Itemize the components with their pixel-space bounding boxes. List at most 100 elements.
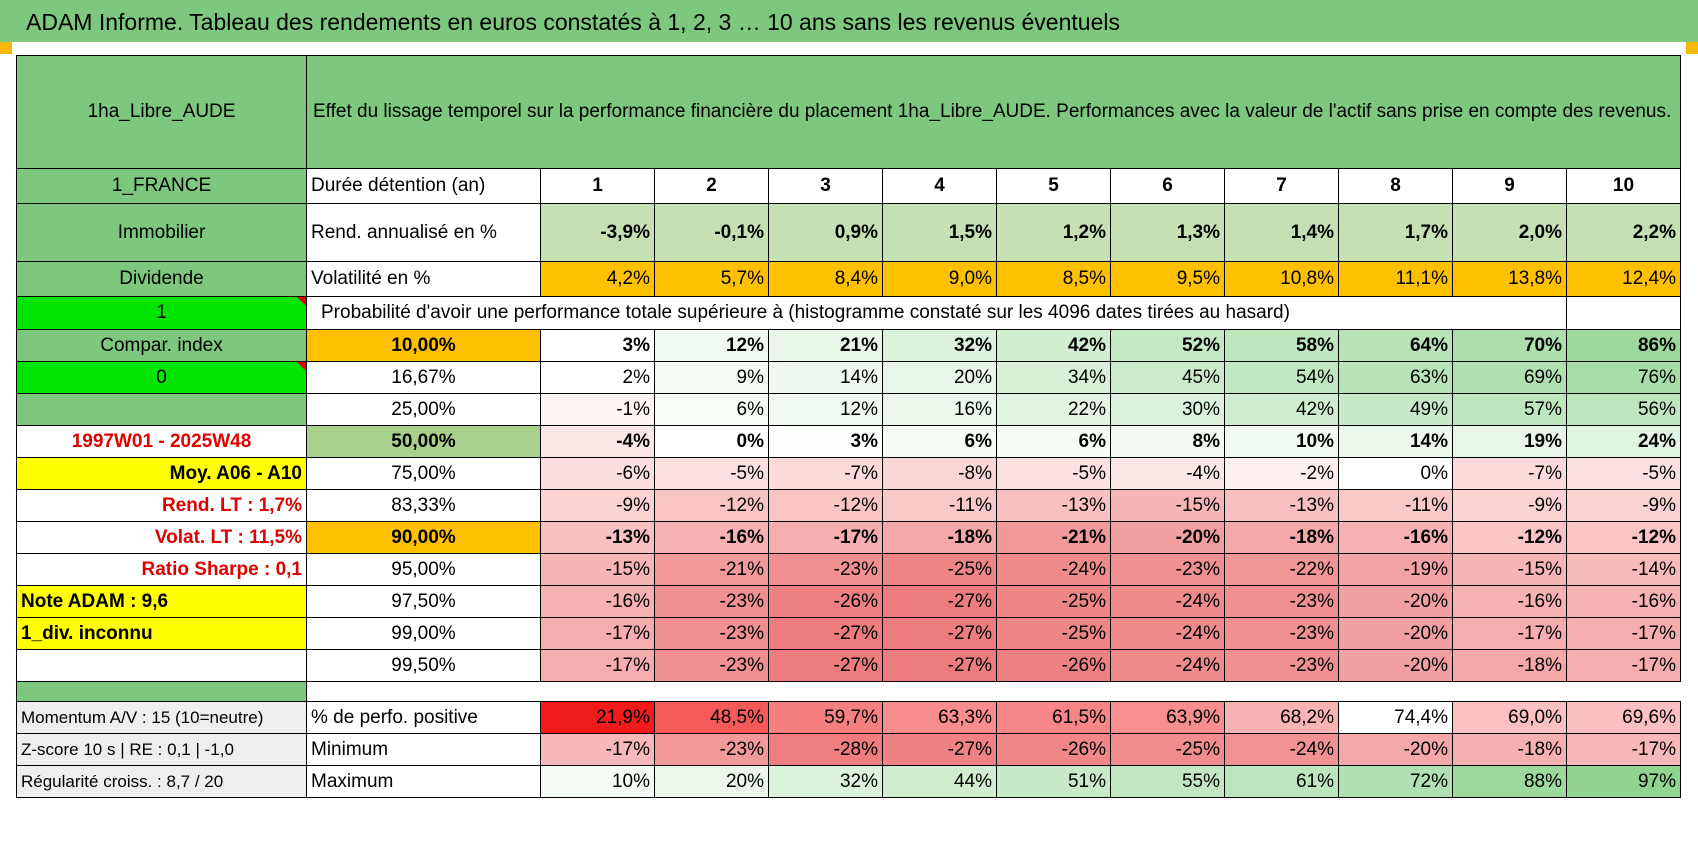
quantile-value: -26%: [996, 649, 1111, 682]
volatility-row: Dividende Volatilité en % 4,2% 5,7% 8,4% 9,…: [16, 261, 1681, 297]
annualized-return-label: Rend. annualisé en %: [306, 203, 541, 262]
quantile-value: -22%: [1224, 553, 1339, 586]
quantile-value: 14%: [1338, 425, 1453, 458]
summary-stat-value: 10%: [540, 765, 655, 798]
quantile-value: 3%: [540, 329, 655, 362]
summary-stat-value: 59,7%: [768, 701, 883, 734]
year-header-9: 9: [1452, 168, 1567, 204]
summary-stat-value: -20%: [1338, 733, 1453, 766]
quantile-value: 3%: [768, 425, 883, 458]
probability-threshold: 90,00%: [306, 521, 541, 554]
quantile-value: -15%: [540, 553, 655, 586]
quantile-value: -25%: [996, 585, 1111, 618]
title-row: 1ha_Libre_AUDE Effet du lissage temporel…: [16, 55, 1681, 169]
quantile-value: -25%: [882, 553, 997, 586]
quantile-value: -12%: [1452, 521, 1567, 554]
summary-stat-value: 88%: [1452, 765, 1567, 798]
quantile-row: 25,00% -1% 6% 12% 16% 22% 30% 42% 49% 57% 56%: [16, 393, 1681, 426]
year-header-5: 5: [996, 168, 1111, 204]
quantile-value: 10%: [1224, 425, 1339, 458]
quantile-value: -24%: [996, 553, 1111, 586]
quantile-value: -1%: [540, 393, 655, 426]
probability-threshold: 99,50%: [306, 649, 541, 682]
income-type-label: Dividende: [16, 261, 307, 297]
quantile-value: 86%: [1566, 329, 1681, 362]
quantile-value: -4%: [540, 425, 655, 458]
summary-side-label: Momentum A/V : 15 (10=neutre): [16, 701, 307, 734]
quantile-value: 69%: [1452, 361, 1567, 394]
quantile-value: -20%: [1338, 649, 1453, 682]
quantile-value: 30%: [1110, 393, 1225, 426]
probability-threshold: 16,67%: [306, 361, 541, 394]
quantile-value: -16%: [654, 521, 769, 554]
annualized-return-value: 1,5%: [882, 203, 997, 262]
volatility-value: 9,5%: [1110, 261, 1225, 297]
year-header-3: 3: [768, 168, 883, 204]
quantile-value: -9%: [540, 489, 655, 522]
quantile-value: -16%: [1566, 585, 1681, 618]
summary-stat-value: 48,5%: [654, 701, 769, 734]
quantile-value: 45%: [1110, 361, 1225, 394]
summary-stat-value: 69,0%: [1452, 701, 1567, 734]
quantile-value: -13%: [540, 521, 655, 554]
summary-stat-value: 20%: [654, 765, 769, 798]
summary-side-label: Z-score 10 s | RE : 0,1 | -1,0: [16, 733, 307, 766]
summary-stat-label: Maximum: [306, 765, 541, 798]
summary-stat-value: 61%: [1224, 765, 1339, 798]
summary-stat-value: -28%: [768, 733, 883, 766]
quantile-value: 52%: [1110, 329, 1225, 362]
annualized-return-value: 1,2%: [996, 203, 1111, 262]
quantile-value: -7%: [768, 457, 883, 490]
summary-stat-value: 68,2%: [1224, 701, 1339, 734]
quantile-value: -5%: [654, 457, 769, 490]
summary-stat-row: Régularité croiss. : 8,7 / 20 Maximum 10% 2…: [16, 765, 1681, 798]
quantile-value: -7%: [1452, 457, 1567, 490]
index-flag-cell: 1: [16, 296, 307, 330]
summary-stat-value: 97%: [1566, 765, 1681, 798]
quantile-side-label: Volat. LT : 11,5%: [16, 521, 307, 554]
annualized-return-row: Immobilier Rend. annualisé en % -3,9% -0,…: [16, 203, 1681, 262]
quantile-value: -23%: [1224, 617, 1339, 650]
quantile-value: -15%: [1452, 553, 1567, 586]
probability-threshold: 97,50%: [306, 585, 541, 618]
summary-stat-value: 32%: [768, 765, 883, 798]
report-banner: ADAM Informe. Tableau des rendements en …: [0, 0, 1698, 42]
year-header-10: 10: [1566, 168, 1681, 204]
quantile-value: 16%: [882, 393, 997, 426]
quantile-value: -27%: [882, 585, 997, 618]
quantile-value: -20%: [1338, 585, 1453, 618]
summary-stat-value: -23%: [654, 733, 769, 766]
quantile-value: 21%: [768, 329, 883, 362]
quantile-value: -17%: [540, 649, 655, 682]
volatility-value: 4,2%: [540, 261, 655, 297]
quantile-value: 0%: [654, 425, 769, 458]
quantile-value: -26%: [768, 585, 883, 618]
annualized-return-value: 0,9%: [768, 203, 883, 262]
quantile-value: -13%: [1224, 489, 1339, 522]
volatility-value: 8,5%: [996, 261, 1111, 297]
quantile-value: 12%: [654, 329, 769, 362]
quantile-value: -23%: [768, 553, 883, 586]
annualized-return-value: 1,4%: [1224, 203, 1339, 262]
quantile-value: -23%: [654, 585, 769, 618]
year-header-6: 6: [1110, 168, 1225, 204]
quantile-row: 0 16,67% 2% 9% 14% 20% 34% 45% 54% 63% 69% 76%: [16, 361, 1681, 394]
quantile-value: 32%: [882, 329, 997, 362]
right-edge-marker: [1686, 42, 1698, 54]
table-description: Effet du lissage temporel sur la perform…: [306, 55, 1681, 169]
summary-stat-value: -24%: [1224, 733, 1339, 766]
summary-stat-value: 61,5%: [996, 701, 1111, 734]
quantile-row: Compar. index 10,00% 3% 12% 21% 32% 42% 52% 58% 6…: [16, 329, 1681, 362]
annualized-return-value: -3,9%: [540, 203, 655, 262]
quantile-value: 70%: [1452, 329, 1567, 362]
quantile-value: -17%: [1452, 617, 1567, 650]
summary-stat-value: -17%: [540, 733, 655, 766]
quantile-value: -23%: [1224, 585, 1339, 618]
quantile-value: -17%: [540, 617, 655, 650]
annualized-return-value: 1,7%: [1338, 203, 1453, 262]
quantile-value: -20%: [1110, 521, 1225, 554]
year-header-2: 2: [654, 168, 769, 204]
quantile-row: Rend. LT : 1,7% 83,33% -9% -12% -12% -11% -13%…: [16, 489, 1681, 522]
quantile-value: -21%: [996, 521, 1111, 554]
